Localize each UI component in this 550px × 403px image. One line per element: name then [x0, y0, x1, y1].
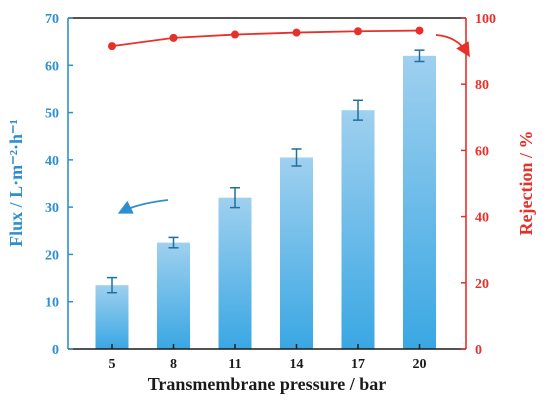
left-tick-label-40: 40 [45, 154, 59, 169]
bar-5 [95, 285, 129, 349]
right-tick-label-20: 20 [475, 277, 489, 292]
left-tick-label-0: 0 [52, 343, 59, 358]
x-tick-label-8: 8 [170, 357, 177, 372]
rejection-point-5 [108, 42, 116, 51]
rejection-point-20 [415, 26, 424, 35]
bar-20 [403, 55, 436, 349]
rejection-point-17 [354, 27, 362, 36]
rejection-point-14 [292, 28, 301, 37]
left-tick-label-20: 20 [45, 248, 59, 263]
rejection-series [108, 26, 424, 51]
left-tick-label-60: 60 [45, 59, 59, 74]
right-tick-label-40: 40 [475, 211, 489, 226]
axes [67, 17, 467, 350]
left-tick-label-50: 50 [45, 107, 59, 122]
rejection-line [111, 29, 420, 48]
x-tick-label-17: 17 [351, 357, 365, 372]
x-axis-title: Transmembrane pressure / bar [148, 374, 387, 394]
bar-series [95, 55, 436, 349]
right-tick-label-80: 80 [475, 78, 489, 93]
x-tick-label-5: 5 [109, 357, 116, 372]
bar-17 [341, 110, 375, 349]
rejection-point-11 [231, 30, 239, 39]
bar-11 [218, 197, 252, 349]
x-axis-ticks: 5 8 11 14 17 20 [109, 344, 427, 372]
right-axis-ticks: 0 20 40 60 80 100 [461, 12, 496, 358]
left-axis-indicator-arrow [117, 199, 169, 214]
right-axis-title: Rejection / % [516, 131, 536, 236]
left-tick-label-10: 10 [45, 296, 59, 311]
x-tick-label-11: 11 [228, 357, 241, 372]
right-tick-label-60: 60 [475, 144, 489, 159]
rejection-point-8 [169, 33, 178, 42]
left-tick-label-30: 30 [45, 201, 59, 216]
right-tick-label-100: 100 [475, 12, 496, 27]
error-bars [107, 49, 425, 294]
left-axis-ticks: 0 10 20 30 40 50 60 70 [45, 12, 73, 358]
right-axis-indicator-arrow [435, 34, 470, 58]
bar-14 [280, 157, 313, 349]
x-tick-label-20: 20 [413, 357, 427, 372]
left-axis-title: Flux / L·m⁻²·h⁻¹ [6, 119, 26, 247]
x-tick-label-14: 14 [290, 357, 304, 372]
left-tick-label-70: 70 [45, 12, 59, 27]
right-tick-label-0: 0 [475, 343, 482, 358]
bar-8 [157, 242, 190, 349]
